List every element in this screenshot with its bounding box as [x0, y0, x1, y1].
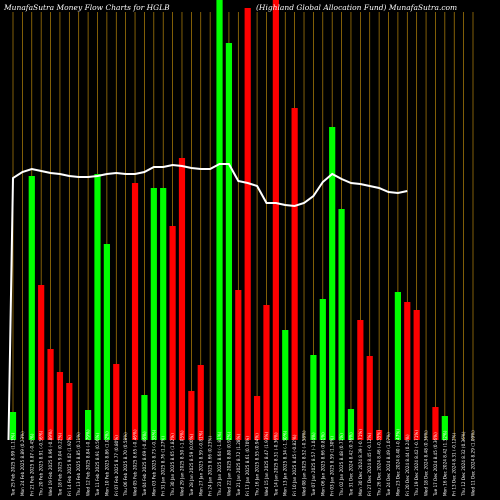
x-tick-label: Mon 03 Feb 2025 8.73 (-0.35%): [151, 429, 156, 496]
bar-up: [216, 0, 223, 440]
bar-up: [160, 188, 167, 440]
bar-up: [28, 176, 35, 440]
bar-down: [66, 383, 73, 440]
x-tick-label: Thu 06 Feb 2025 8.70 (0.58%): [123, 432, 128, 497]
x-tick-label: Wed 05 Feb 2025 8.65 (-0.46%): [133, 429, 138, 496]
bar-up: [141, 395, 148, 440]
x-tick-label: Wed 08 Jan 2025 8.52 (-0.58%): [302, 430, 307, 496]
x-tick-label: Fri 31 Jan 2025 8.76 (1.27%): [161, 436, 166, 496]
x-tick-label: Fri 17 Jan 2025 8.61 (0.70%): [245, 436, 250, 496]
bar-down: [188, 391, 195, 440]
bar-up: [103, 244, 110, 440]
bar-down: [47, 349, 54, 440]
bar-down: [169, 226, 176, 440]
x-tick-label: Wed 29 Jan 2025 8.50 (-1.05%): [179, 430, 184, 496]
x-tick-label: Thu 26 Dec 2024 8.46 (-0.35%): [377, 430, 382, 497]
bar-up: [9, 412, 17, 440]
bar-up: [94, 174, 101, 440]
x-tick-label: Thu 02 Jan 2025 8.48 (0.71%): [339, 433, 344, 497]
x-tick-label: Mon 27 Jan 2025 8.59 (-0.81%): [198, 430, 203, 496]
bar-up: [394, 292, 401, 440]
bar-down: [56, 372, 64, 440]
x-tick-label: Tue 24 Dec 2024 8.49 (1.07%): [386, 432, 391, 497]
bar-up: [329, 127, 336, 440]
bar-down: [272, 0, 279, 440]
bar-up: [319, 299, 326, 440]
x-tick-label: Thu 19 Dec 2024 8.42 (-0.71%): [414, 430, 419, 497]
x-tick-label: Tue 28 Jan 2025 8.59 (0.00%): [189, 433, 194, 497]
x-tick-label: Thu 20 Feb 2025 8.91 (-0.56%): [39, 430, 44, 497]
bar-down: [38, 285, 45, 440]
x-tick-label: Fri 20 Dec 2024 8.44 (0.24%): [405, 434, 410, 496]
bar-up: [338, 209, 345, 440]
x-tick-label: Tue 14 Jan 2025 8.31 (-0.36%): [273, 432, 278, 497]
x-tick-label: Tue 21 Jan 2025 8.72 (1.28%): [236, 433, 241, 497]
bar-up: [282, 330, 289, 440]
bar-up: [347, 409, 355, 440]
x-tick-label: Fri 13 Dec 2024 8.31 (-0.12%): [452, 432, 457, 496]
x-tick-label: Fri 14 Feb 2025 9.02 (1.92%): [67, 435, 72, 496]
x-tick-label: Wed 22 Jan 2025 8.80 (0.92%): [226, 432, 231, 496]
x-tick-label: Mon 30 Dec 2024 8.39 (-0.71%): [358, 429, 363, 496]
bar-down: [413, 310, 420, 440]
x-tick-label: Thu 16 Jan 2025 8.55 (0.94%): [255, 433, 260, 497]
x-tick-label: Mon 06 Jan 2025 8.66 (0.81%): [320, 432, 325, 496]
bar-up: [441, 416, 448, 440]
bar-up: [225, 43, 233, 440]
bar-down: [366, 356, 373, 440]
x-tick-label: Fri 10 Jan 2025 8.45 (-0.82%): [292, 434, 297, 496]
x-tick-label: Mon 10 Feb 2025 8.86 (1.02%): [104, 431, 109, 496]
x-tick-label: Fri 24 Jan 2025 8.66 (0.23%): [208, 436, 213, 496]
bar-down: [432, 407, 439, 440]
x-tick-label: Fri 07 Feb 2025 8.77 (0.80%): [114, 435, 119, 496]
x-tick-label: Wed 19 Feb 2025 8.96 (-0.89%): [48, 429, 53, 496]
x-tick-label: Mon 16 Dec 2024 8.42 (1.32%): [442, 430, 447, 496]
x-tick-label: Wed 18 Dec 2024 8.48 (0.36%): [424, 430, 429, 496]
x-tick-label: Tue 11 Feb 2025 8.91 (0.56%): [95, 433, 100, 497]
price-line: [7, 163, 408, 441]
price-line-layer: [7, 163, 408, 441]
x-tick-label: Fri 21 Feb 2025 8.87 (-0.45%): [29, 433, 34, 496]
x-tick-label: Tue 25 Feb 2025 8.99 (1.13%): [11, 433, 16, 497]
x-tick-label: Thu 23 Jan 2025 8.64 (-1.81%): [217, 431, 222, 497]
bar-down: [113, 364, 120, 440]
x-tick-label: Thu 30 Jan 2025 8.65 (1.82%): [170, 433, 175, 497]
x-tick-label: Wed 11 Dec 2024 8.29 (1.09%): [471, 430, 476, 496]
bar-down: [178, 158, 186, 440]
bars: [9, 0, 448, 440]
bar-down: [253, 396, 261, 440]
x-tick-label: Tue 31 Dec 2024 8.42 (0.36%): [348, 432, 353, 497]
x-tick-label: Mon 13 Jan 2025 8.34 (-1.30%): [283, 430, 288, 496]
chart-title-right: (Highland Global Allocation Fund) Munafa…: [256, 3, 457, 12]
x-tick-label: Thu 13 Feb 2025 8.85 (0.11%): [76, 432, 81, 497]
x-tick-label: Thu 12 Dec 2024 8.32 (0.36%): [461, 431, 466, 497]
bar-down: [131, 183, 139, 440]
x-tick-label: Tue 18 Feb 2025 9.04 (0.22%): [57, 433, 62, 497]
bar-up: [85, 410, 92, 440]
bar-down: [376, 430, 383, 440]
x-tick-label: Tue 04 Feb 2025 8.69 (-0.46%): [142, 431, 147, 497]
bar-down: [404, 302, 411, 440]
x-tick-label: Tue 07 Jan 2025 8.57 (-1.04%): [311, 432, 316, 497]
x-tick-labels: Tue 25 Feb 2025 8.99 (1.13%) Mon 24 Feb 2…: [11, 429, 476, 497]
bar-down: [244, 8, 251, 440]
bar-down: [357, 320, 364, 440]
x-tick-label: Wed 12 Feb 2025 8.84 (-0.79%): [86, 429, 91, 496]
x-tick-label: Wed 15 Jan 2025 8.47 (1.93%): [264, 432, 269, 496]
x-tick-label: Tue 17 Dec 2024 8.45 (0.36%): [433, 432, 438, 497]
x-tick-label: Mon 23 Dec 2024 8.40 (-0.47%): [395, 429, 400, 496]
bar-up: [310, 355, 317, 440]
x-tick-label: Fri 03 Jan 2025 8.59 (1.30%): [330, 436, 335, 496]
bar-down: [263, 305, 270, 440]
x-tick-label: Fri 27 Dec 2024 8.45 (-0.12%): [367, 432, 372, 496]
bar-down: [291, 108, 298, 440]
bar-down: [235, 290, 242, 440]
bar-up: [150, 188, 157, 440]
bar-down: [197, 365, 204, 440]
chart-title-left: MunafaSutra Money Flow Charts for HGLB: [3, 3, 170, 12]
x-tick-label: Mon 24 Feb 2025 8.89 (0.23%): [20, 431, 25, 496]
